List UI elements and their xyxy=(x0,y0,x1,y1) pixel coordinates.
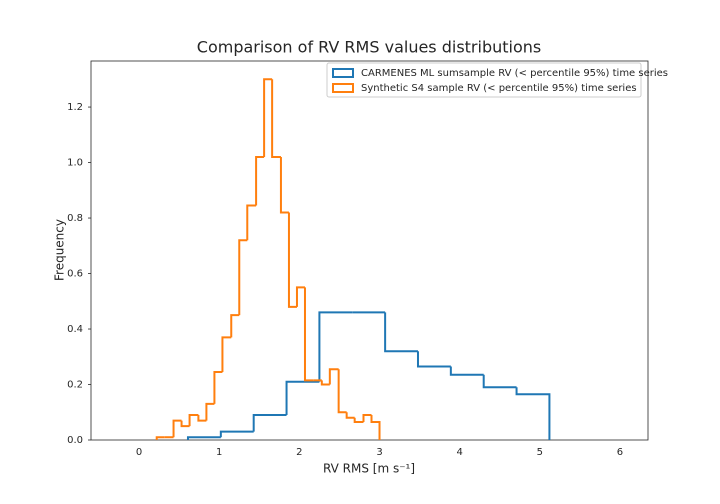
histogram-step xyxy=(337,369,347,414)
histogram-step xyxy=(353,417,364,423)
y-tick-label: 0.8 xyxy=(67,213,83,224)
y-tick-label: 0.0 xyxy=(67,435,83,446)
x-tick-label: 4 xyxy=(456,447,462,458)
histogram-step xyxy=(263,78,273,157)
histogram-step xyxy=(252,414,287,432)
histogram-step xyxy=(285,380,320,416)
y-tick-label: 0.4 xyxy=(67,324,83,335)
histogram-step xyxy=(449,366,484,376)
histogram-step xyxy=(318,311,353,382)
legend-box xyxy=(326,62,642,98)
x-tick-label: 2 xyxy=(296,447,302,458)
histogram-step xyxy=(482,374,517,389)
histogram-step xyxy=(255,155,265,206)
histogram-step xyxy=(221,336,232,373)
chart-title: Comparison of RV RMS values distribution… xyxy=(197,38,541,57)
histogram-step xyxy=(303,287,314,382)
histogram-step xyxy=(238,239,248,316)
legend-swatch xyxy=(332,68,354,78)
x-tick-label: 6 xyxy=(617,447,623,458)
y-axis-label: Frequency xyxy=(53,219,67,281)
histogram-step xyxy=(172,419,182,438)
histogram-step xyxy=(155,436,165,440)
histogram-step xyxy=(345,412,355,419)
histogram-step xyxy=(370,415,381,440)
plot-area xyxy=(90,60,649,441)
histogram-step xyxy=(279,156,289,214)
legend-label: Synthetic S4 sample RV (< percentile 95%… xyxy=(361,83,637,94)
legend-swatch xyxy=(332,83,354,93)
histogram-step xyxy=(197,415,207,422)
x-axis-label: RV RMS [m s⁻¹] xyxy=(323,462,415,476)
histogram-step xyxy=(180,420,190,428)
histogram-step xyxy=(219,430,254,438)
histogram-step xyxy=(188,414,199,427)
histogram-step xyxy=(287,212,297,308)
histogram-step xyxy=(362,414,372,422)
legend-label: CARMENES ML sumsample RV (< percentile 9… xyxy=(361,68,668,79)
x-tick-label: 5 xyxy=(537,447,543,458)
x-tick-label: 3 xyxy=(376,447,382,458)
histogram-step xyxy=(230,314,240,338)
histogram-step xyxy=(328,368,339,385)
histogram-step xyxy=(416,351,451,368)
histogram-step xyxy=(213,371,223,404)
y-tick-label: 1.0 xyxy=(67,158,83,169)
histogram-step xyxy=(246,204,257,241)
histogram-step xyxy=(271,79,281,158)
y-tick-label: 0.6 xyxy=(67,269,83,280)
y-tick-label: 0.2 xyxy=(67,380,83,391)
histogram-step xyxy=(295,286,305,307)
histogram-step xyxy=(320,380,330,386)
histogram-step xyxy=(205,402,215,421)
histogram-step xyxy=(515,387,551,440)
x-tick-label: 1 xyxy=(216,447,222,458)
legend: CARMENES ML sumsample RV (< percentile 9… xyxy=(326,62,668,98)
y-tick-label: 1.2 xyxy=(67,102,83,113)
x-tick-label: 0 xyxy=(136,447,142,458)
histogram-step xyxy=(384,312,418,353)
histogram-step xyxy=(186,436,221,440)
